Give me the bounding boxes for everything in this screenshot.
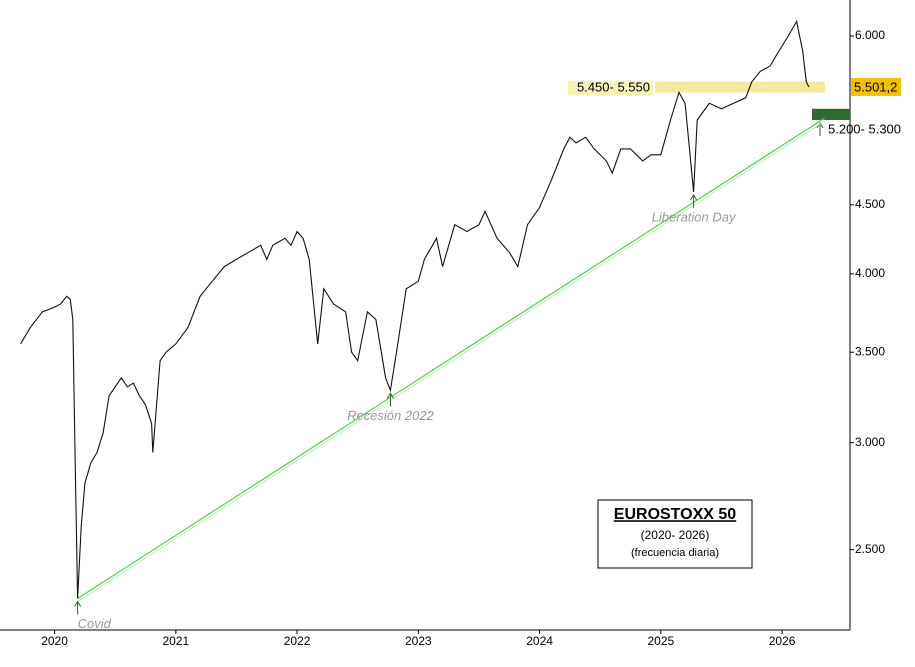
annotation: Recesión 2022 (347, 408, 434, 423)
y-tick-label: 4.500 (855, 197, 885, 211)
annotation: Covid (78, 616, 112, 631)
x-tick-label: 2023 (405, 634, 432, 648)
y-tick-label: 3.000 (855, 435, 885, 449)
trendline (77, 117, 825, 600)
x-tick-label: 2022 (284, 634, 311, 648)
last-value-label: 5.501,2 (854, 79, 897, 94)
x-tick-label: 2025 (647, 634, 674, 648)
annotation: Liberation Day (652, 209, 737, 224)
zone-arrow (816, 122, 824, 136)
chart-note: (frecuencia diaria) (631, 547, 719, 559)
y-tick-label: 3.500 (855, 344, 885, 358)
x-tick-label: 2021 (162, 634, 189, 648)
chart-subtitle: (2020- 2026) (641, 528, 710, 542)
title-box: EUROSTOXX 50 (2020- 2026) (frecuencia di… (597, 499, 753, 569)
zone-label: 5.200- 5.300 (828, 121, 901, 136)
last-value-bg (851, 77, 901, 96)
annotation-arrow (387, 392, 394, 407)
y-tick-label: 2.500 (855, 542, 885, 556)
x-tick-label: 2024 (526, 634, 553, 648)
annotation-arrow (74, 600, 82, 615)
price-line (20, 19, 810, 599)
y-tick-label: 6.000 (855, 28, 885, 42)
title-frame (597, 499, 753, 569)
zone-label: 5.450- 5.550 (577, 80, 650, 95)
resistance-zone (655, 81, 825, 93)
y-tick-label: 4.000 (855, 266, 885, 280)
chart-title: EUROSTOXX 50 (614, 506, 737, 523)
x-tick-label: 2026 (769, 634, 796, 648)
zone-label-bg (568, 80, 653, 96)
support-zone (812, 108, 850, 120)
annotation-arrow (690, 193, 698, 208)
trendline (77, 120, 825, 603)
x-tick-label: 2020 (41, 634, 68, 648)
